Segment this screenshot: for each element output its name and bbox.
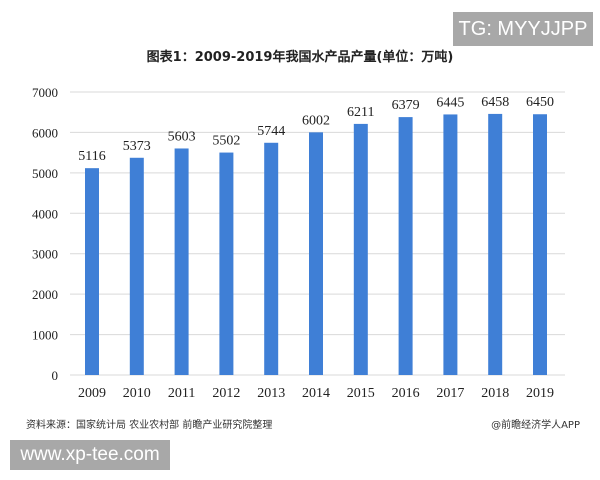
y-tick-label: 7000: [32, 85, 58, 100]
x-tick-label: 2016: [392, 386, 420, 401]
bar: [398, 117, 413, 375]
data-label: 5502: [212, 134, 240, 149]
data-label: 5116: [78, 149, 105, 164]
y-tick-label: 0: [52, 368, 59, 383]
data-label: 6002: [302, 113, 330, 128]
y-tick-label: 1000: [32, 328, 58, 343]
bar: [219, 152, 234, 375]
bar: [443, 114, 458, 375]
data-label: 5373: [123, 139, 151, 154]
data-label: 6379: [392, 98, 420, 113]
x-tick-label: 2015: [347, 386, 375, 401]
bar: [264, 142, 279, 375]
data-label: 5603: [168, 129, 196, 144]
source-note: 资料来源：国家统计局 农业农村部 前瞻产业研究院整理: [26, 420, 273, 431]
x-tick-label: 2009: [78, 386, 106, 401]
x-tick-label: 2010: [123, 386, 151, 401]
x-tick-label: 2011: [168, 386, 195, 401]
credit-note: @前瞻经济学人APP: [491, 420, 580, 431]
x-tick-label: 2014: [302, 386, 330, 401]
x-tick-label: 2013: [257, 386, 285, 401]
bar: [353, 123, 368, 376]
data-label: 6445: [436, 95, 464, 110]
y-tick-label: 3000: [32, 247, 58, 262]
chart-title: 图表1：2009-2019年我国水产品产量(单位：万吨): [146, 50, 454, 65]
bar: [533, 114, 547, 375]
data-label: 6458: [481, 95, 509, 110]
data-label: 5744: [257, 124, 285, 139]
bar: [129, 157, 144, 375]
y-tick-label: 2000: [32, 287, 58, 302]
x-tick-label: 2019: [526, 386, 554, 401]
data-label: 6211: [347, 105, 374, 120]
x-tick-label: 2018: [481, 386, 509, 401]
data-label: 6450: [526, 95, 554, 110]
bar: [85, 168, 99, 375]
y-tick-label: 5000: [32, 166, 58, 181]
bar: [309, 132, 323, 375]
x-tick-label: 2012: [212, 386, 240, 401]
site-watermark: www.xp-tee.com: [10, 440, 170, 470]
y-tick-label: 4000: [32, 206, 58, 221]
bar: [174, 148, 189, 375]
tg-watermark: TG: MYYJJPP: [453, 12, 593, 46]
x-tick-label: 2017: [436, 386, 464, 401]
y-tick-label: 6000: [32, 125, 58, 140]
bar: [488, 113, 503, 375]
